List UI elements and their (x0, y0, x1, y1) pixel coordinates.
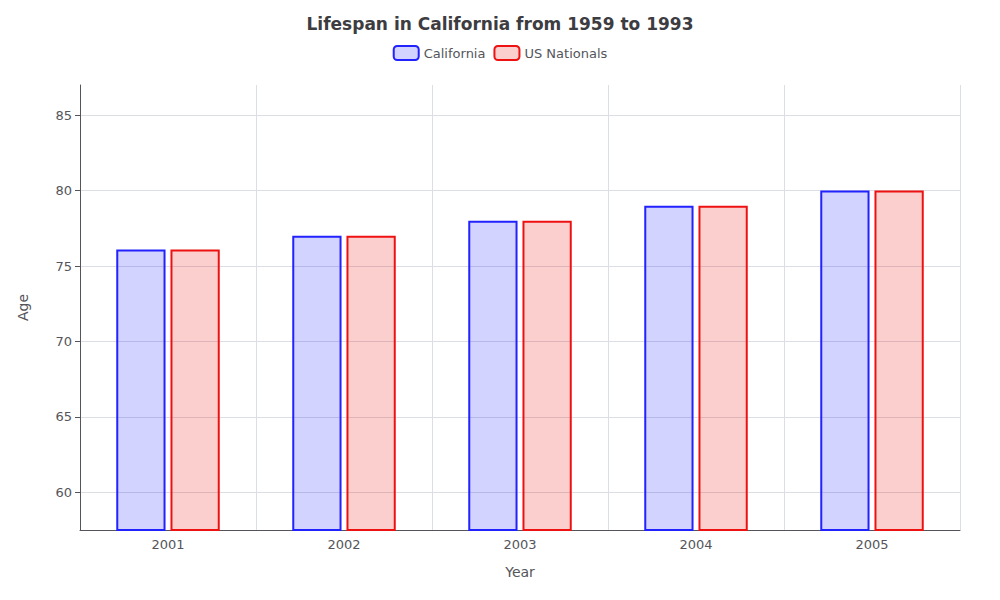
svg-text:75: 75 (55, 259, 72, 274)
svg-text:85: 85 (55, 108, 72, 123)
svg-text:80: 80 (55, 183, 72, 198)
svg-text:2001: 2001 (151, 537, 184, 552)
svg-text:2002: 2002 (327, 537, 360, 552)
svg-text:60: 60 (55, 485, 72, 500)
svg-text:2003: 2003 (503, 537, 536, 552)
svg-text:2005: 2005 (855, 537, 888, 552)
svg-text:US Nationals: US Nationals (524, 46, 607, 61)
svg-text:2004: 2004 (679, 537, 712, 552)
svg-text:70: 70 (55, 334, 72, 349)
svg-text:Age: Age (15, 294, 31, 321)
svg-text:Year: Year (504, 564, 535, 580)
svg-text:California: California (424, 46, 486, 61)
svg-text:65: 65 (55, 409, 72, 424)
svg-text:Lifespan in California from 19: Lifespan in California from 1959 to 1993 (307, 14, 694, 34)
